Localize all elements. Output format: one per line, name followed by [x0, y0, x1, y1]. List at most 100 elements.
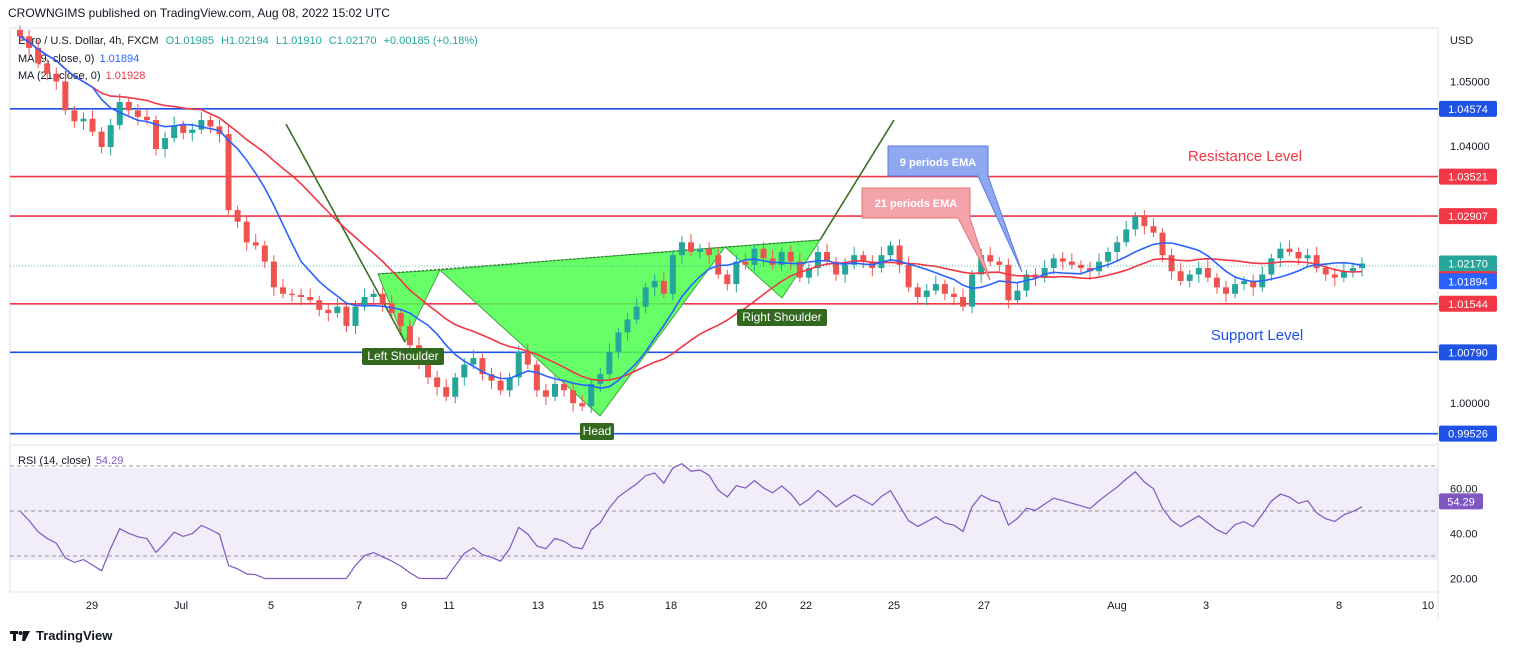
candle — [1086, 261, 1093, 280]
candle — [116, 93, 123, 130]
time-tick: 15 — [592, 600, 604, 612]
candle — [162, 131, 169, 158]
candle — [1177, 262, 1184, 286]
rsi-guides — [10, 465, 1438, 557]
time-tick: 5 — [268, 600, 274, 612]
level-badge: 1.03521 — [1439, 168, 1497, 185]
candle — [125, 97, 132, 117]
rsi-axis: 60.00 40.00 20.00 54.29 — [1439, 484, 1483, 586]
candle — [597, 367, 604, 393]
level-badge: 1.01544 — [1439, 295, 1497, 312]
publisher-header: CROWNGIMS published on TradingView.com, … — [8, 6, 390, 20]
candle — [107, 118, 114, 156]
ma21-value: 1.01928 — [105, 70, 146, 82]
left-shoulder-label: Left Shoulder — [362, 348, 444, 365]
ema9-text: 9 periods EMA — [900, 157, 976, 169]
time-tick: 8 — [1336, 600, 1342, 612]
price-tick: 1.04000 — [1450, 141, 1490, 153]
candle — [171, 116, 178, 143]
candle — [570, 383, 577, 412]
candle — [606, 343, 613, 379]
candle — [207, 115, 214, 133]
pattern-right-shoulder — [723, 239, 821, 299]
candle — [1286, 240, 1293, 257]
candle — [180, 120, 187, 140]
candle — [397, 308, 404, 333]
level-value: 1.04574 — [1448, 104, 1488, 116]
candle — [1005, 258, 1012, 309]
candle — [89, 110, 96, 137]
time-tick: 18 — [665, 600, 677, 612]
currency-label: USD — [1450, 35, 1473, 47]
candle — [932, 275, 939, 296]
candle — [660, 272, 667, 299]
rsi-band — [10, 468, 1438, 560]
candle — [1204, 259, 1211, 283]
level-badge: 1.04574 — [1439, 100, 1497, 117]
rsi-legend: RSI (14, close) 54.29 — [18, 455, 123, 467]
candle — [279, 278, 286, 299]
candle — [1123, 221, 1130, 247]
candle — [842, 258, 849, 283]
candle — [1077, 260, 1084, 275]
neckline — [377, 239, 821, 275]
time-tick: 27 — [978, 600, 990, 612]
rsi-badge-value: 54.29 — [1447, 496, 1475, 508]
head-shoulders-pattern — [285, 119, 895, 417]
time-tick: 20 — [755, 600, 767, 612]
ma9-label: MA (9, close, 0) — [18, 53, 95, 65]
candle — [688, 233, 694, 257]
head-label: Head — [580, 423, 614, 440]
candle — [814, 245, 821, 277]
candle — [615, 327, 622, 359]
candle — [996, 257, 1003, 272]
candle — [443, 378, 450, 402]
candle — [225, 125, 232, 215]
candle — [488, 367, 495, 390]
price-tick: 1.00000 — [1450, 398, 1490, 410]
level-value: 0.99526 — [1448, 429, 1488, 441]
support-label: Support Level — [1211, 327, 1304, 344]
candle — [533, 360, 540, 397]
candle — [905, 256, 912, 292]
high-value: H1.02194 — [221, 35, 269, 47]
time-tick: 10 — [1422, 600, 1434, 612]
candle — [1014, 282, 1021, 305]
candle — [252, 233, 259, 251]
resistance-label: Resistance Level — [1188, 148, 1302, 165]
tradingview-footer[interactable]: TradingView — [10, 628, 112, 643]
candle — [833, 257, 840, 281]
candle — [1295, 247, 1302, 265]
candle — [289, 289, 296, 302]
candle — [1259, 266, 1266, 292]
candle — [542, 383, 549, 406]
candle — [216, 120, 223, 143]
price-badge-countdown: 01:57:58 — [1447, 273, 1490, 285]
tradingview-brand: TradingView — [36, 628, 113, 643]
candle — [697, 244, 704, 259]
candle — [869, 255, 876, 277]
candle — [153, 115, 160, 156]
candle — [706, 242, 713, 264]
candle — [969, 269, 976, 314]
candle — [651, 274, 658, 296]
price-badge-value: 1.01894 — [1448, 276, 1488, 288]
time-tick: 11 — [443, 600, 454, 612]
candle — [370, 289, 377, 304]
close-value: C1.02170 — [328, 35, 377, 47]
candle — [334, 298, 341, 318]
candle — [434, 370, 441, 396]
candle — [624, 313, 631, 341]
rsi-badge: 54.29 — [1439, 493, 1483, 510]
rsi-tick: 60.00 — [1450, 484, 1478, 496]
candle — [878, 246, 885, 273]
right-shoulder-label: Right Shoulder — [737, 309, 827, 326]
candle — [1250, 274, 1257, 296]
open-value: O1.01985 — [165, 35, 214, 47]
candle — [1349, 263, 1356, 278]
candle — [325, 303, 332, 322]
candle — [1050, 253, 1057, 275]
candle — [1313, 246, 1320, 273]
candle — [461, 358, 468, 386]
